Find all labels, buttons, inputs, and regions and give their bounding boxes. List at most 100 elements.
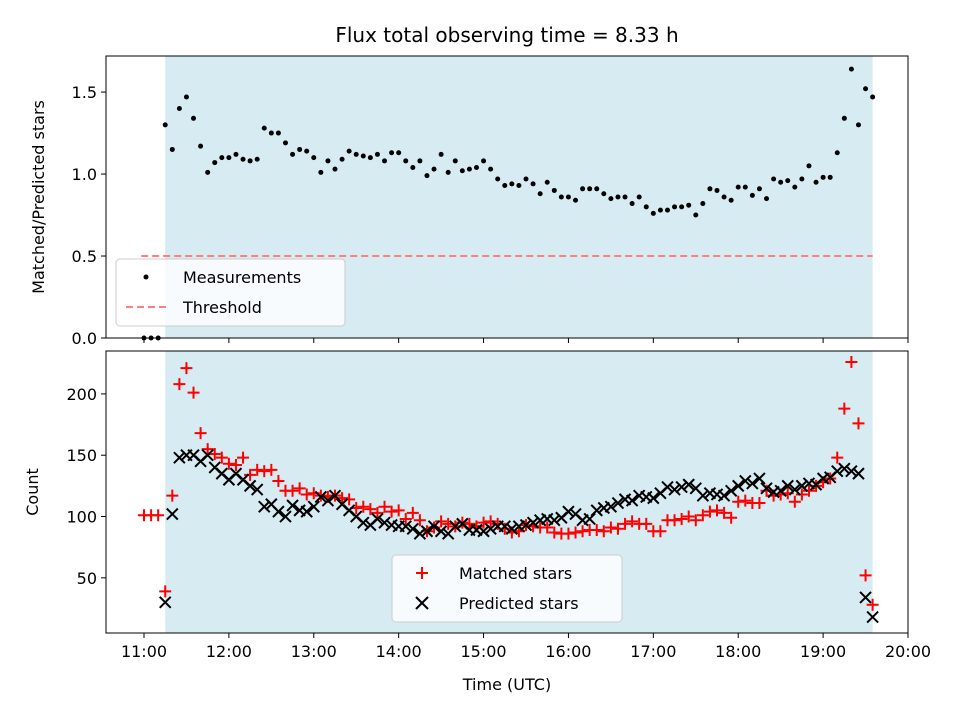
predicted-stars-point: [427, 520, 441, 533]
predicted-stars-point: [498, 520, 511, 533]
matched-stars-point: [668, 514, 681, 527]
measurement-point: [183, 94, 189, 100]
measurement-point: [608, 196, 614, 202]
measurement-point: [558, 194, 564, 200]
predicted-stars-point: [307, 500, 320, 513]
matched-stars-point: [229, 459, 242, 472]
matched-stars-point: [208, 447, 221, 460]
measurement-point: [240, 156, 246, 162]
measurement-point: [219, 155, 225, 161]
count-legend-box: [391, 554, 623, 623]
matched-stars-point: [703, 505, 716, 518]
matched-stars-point: [237, 451, 250, 464]
matched-stars-point: [293, 482, 306, 495]
matched-stars-point: [251, 463, 264, 476]
measurement-point: [191, 115, 197, 121]
measurement-point: [764, 196, 770, 202]
x-tick-label: 16:00: [545, 642, 591, 661]
measurement-point: [580, 186, 586, 192]
measurement-point: [707, 186, 713, 192]
predicted-stars-point: [434, 525, 448, 538]
measurement-point: [749, 192, 755, 198]
predicted-stars-point: [788, 483, 802, 496]
x-axis-label: Time (UTC): [462, 675, 551, 694]
matched-stars-point: [689, 514, 702, 527]
ratio-y-tick-label: 0.5: [72, 247, 97, 266]
matched-stars-point: [760, 484, 773, 497]
measurement-point: [459, 168, 465, 174]
predicted-stars-point: [625, 494, 639, 507]
measurement-point: [502, 183, 508, 189]
predicted-stars-point: [286, 499, 299, 512]
measurement-point: [792, 184, 798, 190]
measurement-point: [226, 155, 232, 161]
measurement-point: [870, 94, 876, 100]
matched-stars-point: [576, 525, 589, 538]
matched-stars-point: [173, 378, 186, 391]
measurement-point: [523, 176, 529, 182]
predicted-stars-point: [781, 479, 794, 493]
count-y-tick-label: 150: [66, 446, 97, 465]
matched-stars-point: [265, 463, 278, 476]
measurement-point: [417, 158, 423, 164]
measurement-point: [848, 66, 854, 72]
predicted-stars-point: [647, 491, 660, 505]
measurement-point: [587, 186, 593, 192]
measurement-point: [594, 186, 600, 192]
predicted-stars-point: [746, 477, 759, 490]
matched-stars-legend-marker: [416, 567, 428, 579]
ratio-legend-box: [115, 258, 346, 327]
matched-stars-point: [463, 517, 476, 530]
matched-stars-point: [569, 526, 582, 539]
measurement-point: [452, 158, 458, 164]
measurement-point: [806, 163, 812, 169]
measurement-point: [863, 86, 869, 92]
matched-stars-point: [739, 494, 752, 507]
measurement-point: [282, 140, 288, 146]
matched-stars-point: [866, 598, 879, 611]
predicted-stars-point: [413, 527, 427, 540]
predicted-stars-point: [258, 500, 271, 513]
measurement-point: [374, 151, 380, 157]
matched-stars-point: [802, 484, 815, 497]
predicted-stars-point: [590, 504, 603, 517]
measurement-point: [268, 130, 274, 136]
x-tick-label: 13:00: [291, 642, 337, 661]
predicted-stars-point: [838, 462, 851, 475]
measurement-point: [396, 150, 402, 156]
predicted-stars-legend-label: Predicted stars: [459, 594, 579, 613]
measurement-point: [389, 150, 395, 156]
count-y-axis-label: Count: [23, 468, 42, 516]
measurement-point: [834, 150, 840, 156]
predicted-stars-point: [845, 464, 858, 478]
measurement-point: [657, 207, 663, 213]
predicted-stars-point: [696, 489, 710, 502]
measurement-point: [650, 210, 656, 216]
matched-stars-point: [166, 489, 179, 502]
measurement-point: [275, 130, 281, 136]
count-x-ticks: 11:00 12:00 13:00 14:00 15:00 16:00 17:00 18:00…: [121, 633, 931, 661]
matched-stars-point: [718, 506, 731, 519]
predicted-stars-point: [378, 516, 391, 529]
matched-stars-point: [272, 474, 285, 487]
measurement-point: [629, 201, 635, 207]
matched-stars-point: [611, 522, 624, 535]
x-tick-label: 14:00: [376, 642, 422, 661]
x-tick-label: 11:00: [121, 642, 167, 661]
matched-stars-point: [435, 515, 448, 528]
predicted-stars-point: [328, 489, 342, 502]
matched-stars-point: [711, 504, 723, 517]
predicted-stars-point: [272, 505, 285, 518]
measurement-point: [735, 184, 741, 190]
measurement-point: [382, 158, 388, 164]
measurement-point: [176, 105, 182, 111]
measurement-point: [551, 187, 557, 193]
matched-stars-point: [194, 427, 207, 440]
ratio-axes-frame: [105, 55, 909, 339]
measurement-point: [820, 174, 826, 180]
measurement-point: [318, 169, 324, 175]
predicted-stars-point: [682, 478, 695, 491]
predicted-stars-point: [732, 479, 745, 493]
matched-stars-point: [413, 514, 426, 527]
